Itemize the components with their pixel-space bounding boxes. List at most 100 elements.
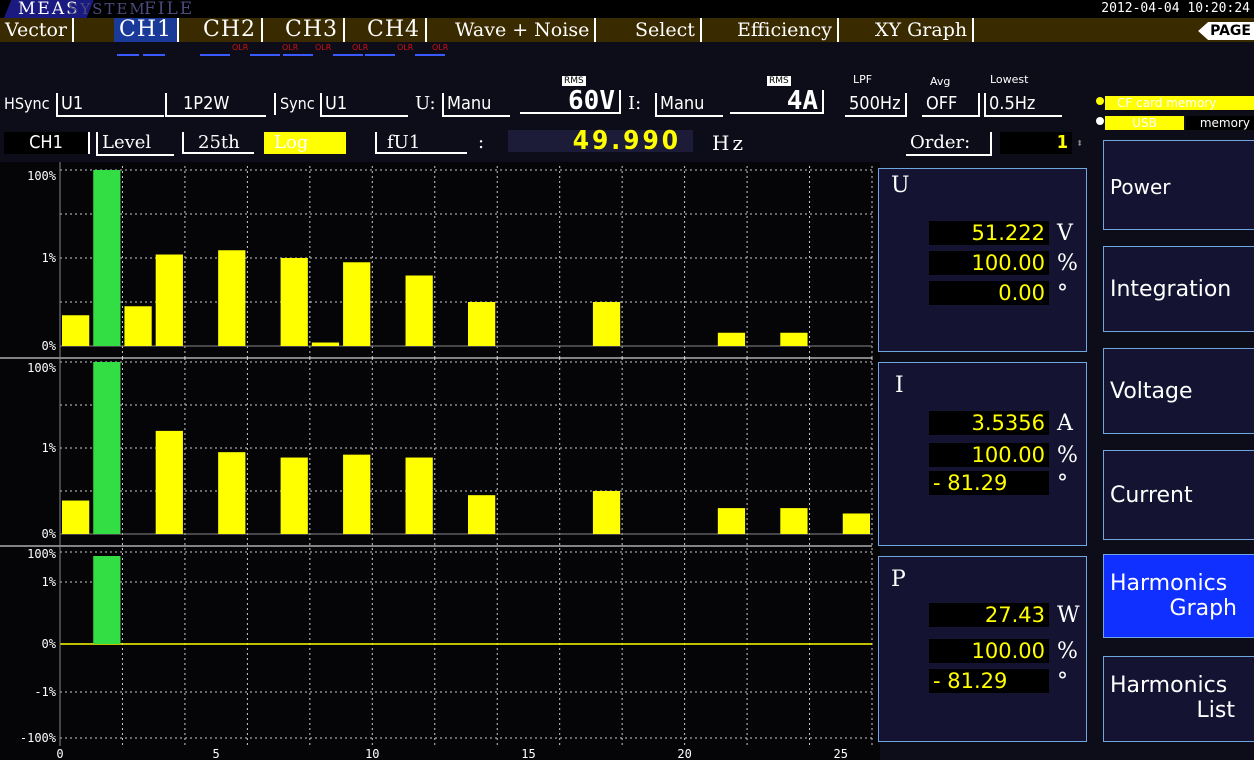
panel-power: P 27.43 W 100.00% - 81.29 ° bbox=[878, 556, 1087, 742]
sync-value[interactable]: U1 bbox=[320, 93, 408, 117]
tab-xy-graph[interactable]: XY Graph bbox=[870, 18, 975, 42]
page-button[interactable]: PAGE bbox=[1198, 22, 1254, 40]
menu-harmonics-graph-label-1: Harmonics bbox=[1110, 571, 1228, 596]
wiring-value[interactable]: 1P2W bbox=[165, 93, 266, 117]
menu-harmonics-list[interactable]: Harmonics List bbox=[1103, 656, 1254, 742]
order-value[interactable]: 1 bbox=[1000, 132, 1072, 154]
order-label: Order: bbox=[906, 132, 992, 156]
freq-source[interactable]: fU1 bbox=[375, 132, 467, 154]
cf-card-memory[interactable]: CF card memory bbox=[1105, 96, 1254, 110]
harmonic-bar bbox=[93, 362, 121, 534]
olr-indicator: OLR bbox=[397, 43, 414, 52]
menu-voltage-label: Voltage bbox=[1110, 379, 1193, 404]
menu-integration[interactable]: Integration bbox=[1103, 246, 1254, 332]
current-rms-row: 3.5356 A bbox=[929, 411, 1073, 436]
graph-background bbox=[0, 162, 880, 760]
harmonic-bar bbox=[280, 457, 308, 534]
x-tick-label: 15 bbox=[521, 747, 535, 760]
harmonic-bar bbox=[780, 332, 808, 346]
unit: % bbox=[1057, 443, 1078, 468]
tab-system[interactable]: SYSTEM bbox=[68, 0, 147, 18]
ch2-i-marker bbox=[250, 43, 280, 56]
usb-label[interactable]: USB bbox=[1105, 116, 1184, 130]
rms-tag-u: RMS bbox=[562, 76, 586, 86]
sync-label: Sync bbox=[274, 93, 315, 115]
harmonic-bar bbox=[343, 262, 371, 346]
x-tick-label: 25 bbox=[834, 747, 848, 760]
menu-current[interactable]: Current bbox=[1103, 450, 1254, 540]
tab-ch1[interactable]: CH1 bbox=[114, 18, 180, 42]
menu-power-label: Power bbox=[1110, 175, 1171, 199]
harmonic-bar bbox=[592, 302, 621, 346]
lowest-value[interactable]: 0.5Hz bbox=[984, 93, 1062, 117]
voltage-phase-row: 0.00 ° bbox=[929, 281, 1068, 306]
power-percent-row: 100.00% bbox=[929, 639, 1078, 664]
y-tick-label: 0% bbox=[42, 339, 57, 353]
tab-ch4[interactable]: CH4 bbox=[362, 18, 428, 42]
olr-indicator: OLR bbox=[232, 43, 249, 52]
avg-label: Avg bbox=[930, 75, 951, 88]
menu-power[interactable]: Power bbox=[1103, 140, 1254, 230]
tab-wave-noise[interactable]: Wave + Noise bbox=[450, 18, 597, 42]
freq-colon: : bbox=[478, 132, 485, 153]
tab-meas[interactable]: MEAS bbox=[4, 0, 94, 18]
view-tab-bar bbox=[0, 18, 1254, 42]
menu-harmonics-graph[interactable]: Harmonics Graph bbox=[1103, 554, 1254, 638]
harmonic-bar bbox=[93, 556, 121, 644]
rms-tag-i: RMS bbox=[767, 76, 791, 86]
cf-status-dot bbox=[1096, 97, 1104, 105]
harmonic-bar bbox=[124, 306, 152, 346]
ch3-i-marker bbox=[333, 43, 363, 56]
y-tick-label: -100% bbox=[20, 731, 57, 745]
harmonic-bar bbox=[311, 342, 340, 346]
avg-value[interactable]: OFF bbox=[922, 93, 980, 117]
unit: A bbox=[1057, 411, 1073, 436]
tab-ch3[interactable]: CH3 bbox=[280, 18, 346, 42]
mode-select[interactable]: Level bbox=[96, 132, 174, 156]
olr-indicator: OLR bbox=[282, 43, 299, 52]
current-phase: - 81.29 bbox=[929, 471, 1049, 495]
menu-harmonics-graph-label-2: Graph bbox=[1169, 596, 1237, 621]
datetime: 2012-04-04 10:20:24 bbox=[1101, 1, 1250, 16]
harmonic-bar bbox=[218, 452, 246, 534]
channel-select[interactable]: CH1 bbox=[4, 132, 90, 154]
lpf-label: LPF bbox=[853, 73, 873, 86]
unit: ° bbox=[1057, 669, 1068, 694]
menu-voltage[interactable]: Voltage bbox=[1103, 348, 1254, 434]
harmonic-bar bbox=[842, 513, 870, 534]
tab-vector[interactable]: Vector bbox=[0, 18, 75, 42]
y-tick-label: 1% bbox=[42, 441, 57, 455]
ch3-u-marker bbox=[283, 43, 313, 56]
tab-efficiency[interactable]: Efficiency bbox=[732, 18, 840, 42]
y-tick-label: 100% bbox=[27, 169, 57, 183]
unit: W bbox=[1057, 603, 1080, 628]
harmonic-bar bbox=[155, 430, 183, 534]
menu-harmonics-list-label-1: Harmonics bbox=[1110, 673, 1228, 698]
i-range-value[interactable]: 4A bbox=[730, 88, 824, 114]
y-tick-label: 1% bbox=[42, 575, 57, 589]
usb-memory[interactable]: memory bbox=[1186, 116, 1254, 130]
u-range-value[interactable]: 60V bbox=[520, 88, 621, 114]
lpf-value[interactable]: 500Hz bbox=[845, 93, 907, 117]
order-max-select[interactable]: 25th bbox=[182, 132, 254, 154]
hsync-value[interactable]: U1 bbox=[56, 93, 164, 117]
tab-select[interactable]: Select bbox=[630, 18, 702, 42]
harmonic-bar bbox=[780, 508, 808, 534]
order-stepper-icon[interactable]: ⬍ bbox=[1076, 136, 1084, 150]
frequency-unit: Hz bbox=[712, 131, 746, 155]
unit: V bbox=[1057, 221, 1073, 246]
scale-log-toggle[interactable]: Log bbox=[264, 132, 346, 154]
tab-ch2[interactable]: CH2 bbox=[198, 18, 264, 42]
harmonic-bar bbox=[405, 275, 433, 346]
voltage-phase: 0.00 bbox=[929, 281, 1049, 305]
hsync-label: HSync bbox=[4, 94, 50, 113]
tab-file[interactable]: FILE bbox=[144, 0, 195, 19]
unit: ° bbox=[1057, 471, 1068, 496]
i-mode[interactable]: Manu bbox=[655, 93, 723, 117]
u-mode[interactable]: Manu bbox=[442, 93, 510, 117]
y-tick-label: 100% bbox=[27, 547, 57, 561]
menu-current-label: Current bbox=[1110, 483, 1193, 508]
ch2-u-marker bbox=[200, 43, 230, 56]
frequency-value: 49.990 bbox=[508, 128, 693, 154]
unit: % bbox=[1057, 251, 1078, 276]
